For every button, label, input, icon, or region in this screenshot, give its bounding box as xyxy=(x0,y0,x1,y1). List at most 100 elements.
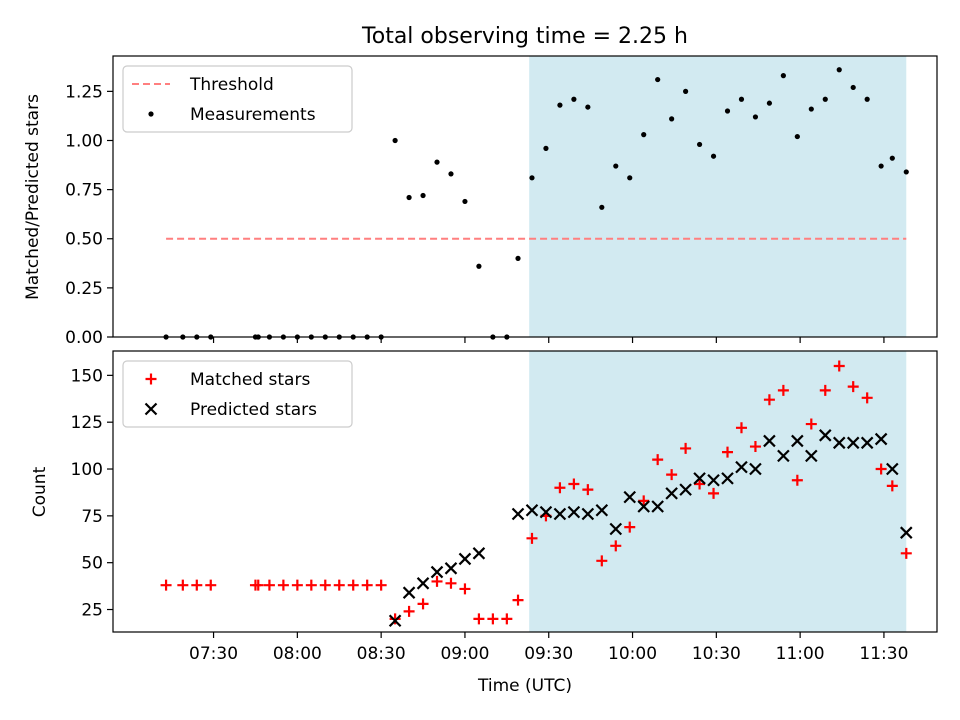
matched-star-point xyxy=(333,579,345,591)
x-marker-stroke xyxy=(721,472,734,485)
measurement-point xyxy=(794,133,800,140)
plus-marker-stroke xyxy=(582,484,594,496)
measurement-point xyxy=(613,163,619,169)
measurement-point xyxy=(641,132,647,138)
matched-star-point xyxy=(512,594,524,606)
predicted-star-point xyxy=(874,432,888,446)
top-axes-frame xyxy=(112,55,938,338)
bottom-y-tick-label: 150 xyxy=(71,366,103,386)
matched-star-point xyxy=(777,384,789,396)
x-tick-label: 08:30 xyxy=(357,644,406,664)
plus-marker-stroke xyxy=(861,392,873,404)
measurement-point xyxy=(696,141,703,148)
measurement-point xyxy=(710,153,717,159)
x-marker-stroke xyxy=(735,460,748,474)
matched-star-point xyxy=(277,579,289,591)
x-marker-stroke xyxy=(846,436,860,450)
top-y-tick-label: 0.50 xyxy=(65,230,103,250)
matched-star-point xyxy=(177,579,189,591)
matched-star-point xyxy=(791,474,803,486)
matched-star-point xyxy=(252,579,264,591)
predicted-star-point xyxy=(818,429,832,442)
plus-marker-stroke xyxy=(501,613,513,625)
x-marker-stroke xyxy=(637,500,650,513)
plus-marker-stroke xyxy=(610,540,622,552)
plus-marker-stroke xyxy=(389,613,401,625)
x-marker-stroke xyxy=(679,483,692,496)
matched-star-point xyxy=(160,579,172,591)
bottom-highlight-region xyxy=(529,351,907,632)
predicted-star-point xyxy=(595,503,609,517)
x-marker-stroke xyxy=(707,473,720,487)
x-marker-stroke xyxy=(444,562,458,575)
plus-marker-stroke xyxy=(473,613,485,625)
x-marker-stroke xyxy=(567,505,581,519)
predicted-star-point xyxy=(707,473,720,487)
matched-star-point xyxy=(638,495,650,507)
predicted-star-point xyxy=(860,436,874,450)
plus-marker-stroke xyxy=(487,613,499,625)
matched-star-point xyxy=(291,579,303,591)
measurement-point xyxy=(738,96,745,102)
plus-marker-stroke xyxy=(833,360,845,372)
plus-marker-stroke xyxy=(777,384,789,396)
predicted-star-point xyxy=(749,462,762,476)
legend-marker-swatch xyxy=(145,373,157,385)
plus-marker-stroke xyxy=(596,555,608,567)
plus-marker-stroke xyxy=(277,579,289,591)
measurement-point xyxy=(515,255,521,261)
plus-marker-stroke xyxy=(568,478,580,490)
x-marker-stroke xyxy=(665,487,678,500)
x-marker-stroke xyxy=(651,500,664,513)
plus-marker-stroke xyxy=(417,598,429,610)
x-marker-stroke xyxy=(874,432,888,446)
plus-marker-stroke xyxy=(403,605,415,617)
matched-star-point xyxy=(666,469,678,481)
legend-entry-label: Threshold xyxy=(189,75,274,95)
legend-box xyxy=(122,360,353,428)
x-marker-stroke xyxy=(416,577,430,590)
plus-marker-stroke xyxy=(763,394,775,406)
plus-marker-stroke xyxy=(805,418,817,430)
predicted-star-point xyxy=(763,434,776,448)
matched-star-point xyxy=(900,547,912,559)
matched-star-point xyxy=(722,446,734,458)
legend-entry-label: Matched stars xyxy=(190,370,310,390)
matched-star-point xyxy=(763,394,775,406)
bottom-legend: Matched stars Predicted stars xyxy=(122,360,353,428)
x-marker-stroke xyxy=(749,462,762,476)
legend-box xyxy=(122,65,353,133)
matched-star-point xyxy=(305,579,317,591)
measurement-point xyxy=(627,175,633,181)
measurement-point xyxy=(822,96,828,102)
x-marker-stroke xyxy=(581,507,595,521)
predicted-star-point xyxy=(444,562,458,575)
matched-star-point xyxy=(431,575,443,587)
x-marker-stroke xyxy=(832,436,846,450)
plus-marker-stroke xyxy=(652,454,664,466)
matched-star-point xyxy=(417,598,429,610)
predicted-star-point xyxy=(777,449,790,463)
matched-star-point xyxy=(526,532,538,544)
top-panel: 0.00 0.25 0.50 0.75 1.00 1.25 Threshold Measure… xyxy=(65,55,938,348)
plus-marker-stroke xyxy=(291,579,303,591)
predicted-star-point xyxy=(846,436,860,450)
x-tick-label: 11:00 xyxy=(776,644,825,664)
predicted-star-point xyxy=(899,526,913,539)
predicted-star-point xyxy=(832,436,846,450)
plus-marker-stroke xyxy=(791,474,803,486)
plus-marker-stroke xyxy=(847,381,859,393)
plus-marker-stroke xyxy=(319,579,331,591)
x-marker-stroke xyxy=(430,565,444,579)
matched-star-point xyxy=(805,418,817,430)
x-marker-stroke xyxy=(595,503,609,517)
measurement-point xyxy=(571,96,577,102)
matched-star-point xyxy=(582,484,594,496)
matched-star-point xyxy=(749,441,761,453)
plus-marker-stroke xyxy=(263,579,275,591)
matched-star-point xyxy=(652,454,664,466)
matched-star-point xyxy=(263,579,275,591)
measurement-point xyxy=(392,137,398,144)
measurement-point xyxy=(724,108,731,114)
